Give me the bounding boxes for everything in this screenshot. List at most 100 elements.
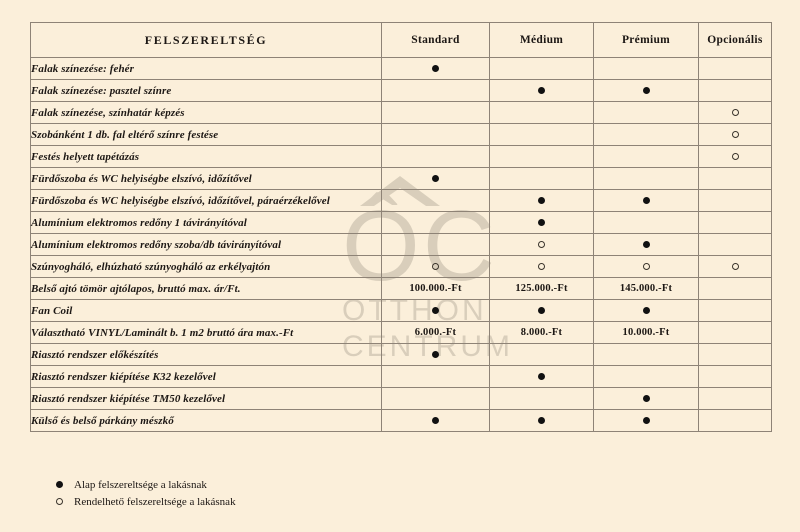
table-row: Falak színezése: fehér bbox=[30, 57, 772, 80]
hollow-circle-icon bbox=[538, 241, 545, 249]
cell-medium bbox=[489, 167, 594, 190]
table-row: Fürdőszoba és WC helyiségbe elszívó, idő… bbox=[30, 189, 772, 212]
feature-label: Belső ajtó tömör ajtólapos, bruttó max. … bbox=[30, 277, 382, 300]
filled-dot-icon bbox=[642, 395, 650, 403]
cell-premium bbox=[593, 409, 699, 432]
cell-medium bbox=[489, 299, 594, 322]
cell-medium bbox=[489, 365, 594, 388]
filled-dot-icon bbox=[538, 197, 545, 205]
cell-medium bbox=[489, 343, 594, 366]
cell-optional bbox=[698, 277, 772, 300]
cell-standard bbox=[381, 343, 490, 366]
legend: Alap felszereltsége a lakásnak Rendelhető… bbox=[50, 476, 236, 510]
filled-dot-icon bbox=[642, 197, 650, 205]
cell-premium: 145.000.-Ft bbox=[593, 277, 699, 300]
table-header-row: FELSZERELTSÉG Standard Médium Prémium Op… bbox=[30, 22, 772, 58]
filled-dot-icon bbox=[642, 307, 650, 315]
feature-label: Szobánként 1 db. fal eltérő színre festé… bbox=[30, 123, 382, 146]
cell-optional bbox=[698, 255, 772, 278]
cell-premium bbox=[593, 57, 699, 80]
cell-optional bbox=[698, 299, 772, 322]
cell-standard bbox=[381, 233, 490, 256]
legend-item: Alap felszereltsége a lakásnak bbox=[50, 476, 236, 493]
legend-marker bbox=[50, 481, 68, 488]
feature-label: Alumínium elektromos redőny szoba/db táv… bbox=[30, 233, 382, 256]
cell-standard bbox=[381, 101, 490, 124]
column-header-medium: Médium bbox=[489, 22, 594, 58]
cell-premium bbox=[593, 299, 699, 322]
hollow-circle-icon bbox=[55, 498, 63, 505]
cell-standard bbox=[381, 299, 490, 322]
cell-standard bbox=[381, 123, 490, 146]
table-row: Falak színezése: pasztel színre bbox=[30, 79, 772, 102]
hollow-circle-icon bbox=[731, 109, 739, 117]
cell-optional bbox=[698, 145, 772, 168]
cell-medium bbox=[489, 255, 594, 278]
hollow-circle-icon bbox=[432, 263, 439, 271]
cell-premium bbox=[593, 101, 699, 124]
price-value: 125.000.-Ft bbox=[515, 283, 568, 294]
cell-standard bbox=[381, 189, 490, 212]
filled-dot-icon bbox=[642, 87, 650, 95]
feature-label: Festés helyett tapétázás bbox=[30, 145, 382, 168]
filled-dot-icon bbox=[538, 417, 545, 425]
hollow-circle-icon bbox=[731, 263, 739, 271]
hollow-circle-icon bbox=[731, 153, 739, 161]
cell-premium bbox=[593, 365, 699, 388]
cell-premium bbox=[593, 343, 699, 366]
table-header: FELSZERELTSÉG Standard Médium Prémium Op… bbox=[30, 22, 772, 58]
cell-premium bbox=[593, 211, 699, 234]
cell-medium bbox=[489, 211, 594, 234]
cell-premium bbox=[593, 255, 699, 278]
table-row: Alumínium elektromos redőny 1 távirányít… bbox=[30, 211, 772, 234]
feature-label: Riasztó rendszer előkészítés bbox=[30, 343, 382, 366]
cell-premium bbox=[593, 145, 699, 168]
cell-standard bbox=[381, 145, 490, 168]
cell-standard bbox=[381, 211, 490, 234]
cell-optional bbox=[698, 211, 772, 234]
hollow-circle-icon bbox=[731, 131, 739, 139]
cell-optional bbox=[698, 343, 772, 366]
filled-dot-icon bbox=[538, 373, 545, 381]
filled-dot-icon bbox=[538, 87, 545, 95]
cell-standard: 100.000.-Ft bbox=[381, 277, 490, 300]
table-row: Riasztó rendszer kiépítése K32 kezelővel bbox=[30, 365, 772, 388]
table-body: Falak színezése: fehér Falak színezése: p… bbox=[30, 57, 772, 432]
cell-premium bbox=[593, 387, 699, 410]
cell-standard bbox=[381, 79, 490, 102]
table-row: Riasztó rendszer előkészítés bbox=[30, 343, 772, 366]
cell-premium bbox=[593, 79, 699, 102]
cell-medium bbox=[489, 57, 594, 80]
feature-label: Riasztó rendszer kiépítése TM50 kezelőve… bbox=[30, 387, 382, 410]
cell-optional bbox=[698, 321, 772, 344]
cell-standard bbox=[381, 167, 490, 190]
filled-dot-icon bbox=[432, 307, 439, 315]
feature-label: Riasztó rendszer kiépítése K32 kezelővel bbox=[30, 365, 382, 388]
cell-premium: 10.000.-Ft bbox=[593, 321, 699, 344]
cell-premium bbox=[593, 123, 699, 146]
cell-optional bbox=[698, 387, 772, 410]
cell-standard bbox=[381, 57, 490, 80]
feature-label: Szúnyogháló, elhúzható szúnyogháló az er… bbox=[30, 255, 382, 278]
cell-premium bbox=[593, 189, 699, 212]
price-value: 6.000.-Ft bbox=[414, 327, 457, 338]
specification-table-container: FELSZERELTSÉG Standard Médium Prémium Op… bbox=[30, 22, 772, 432]
table-row: Választható VINYL/Laminált b. 1 m2 brutt… bbox=[30, 321, 772, 344]
cell-premium bbox=[593, 167, 699, 190]
filled-dot-icon bbox=[55, 481, 63, 488]
hollow-circle-icon bbox=[642, 263, 650, 271]
cell-standard bbox=[381, 409, 490, 432]
feature-label: Falak színezése, színhatár képzés bbox=[30, 101, 382, 124]
cell-medium bbox=[489, 409, 594, 432]
cell-optional bbox=[698, 79, 772, 102]
cell-optional bbox=[698, 233, 772, 256]
feature-label: Falak színezése: fehér bbox=[30, 57, 382, 80]
cell-medium bbox=[489, 233, 594, 256]
filled-dot-icon bbox=[538, 307, 545, 315]
feature-label: Fan Coil bbox=[30, 299, 382, 322]
filled-dot-icon bbox=[642, 241, 650, 249]
filled-dot-icon bbox=[538, 219, 545, 227]
table-row: Fürdőszoba és WC helyiségbe elszívó, idő… bbox=[30, 167, 772, 190]
feature-label: Külső és belső párkány mészkő bbox=[30, 409, 382, 432]
table-row: Külső és belső párkány mészkő bbox=[30, 409, 772, 432]
